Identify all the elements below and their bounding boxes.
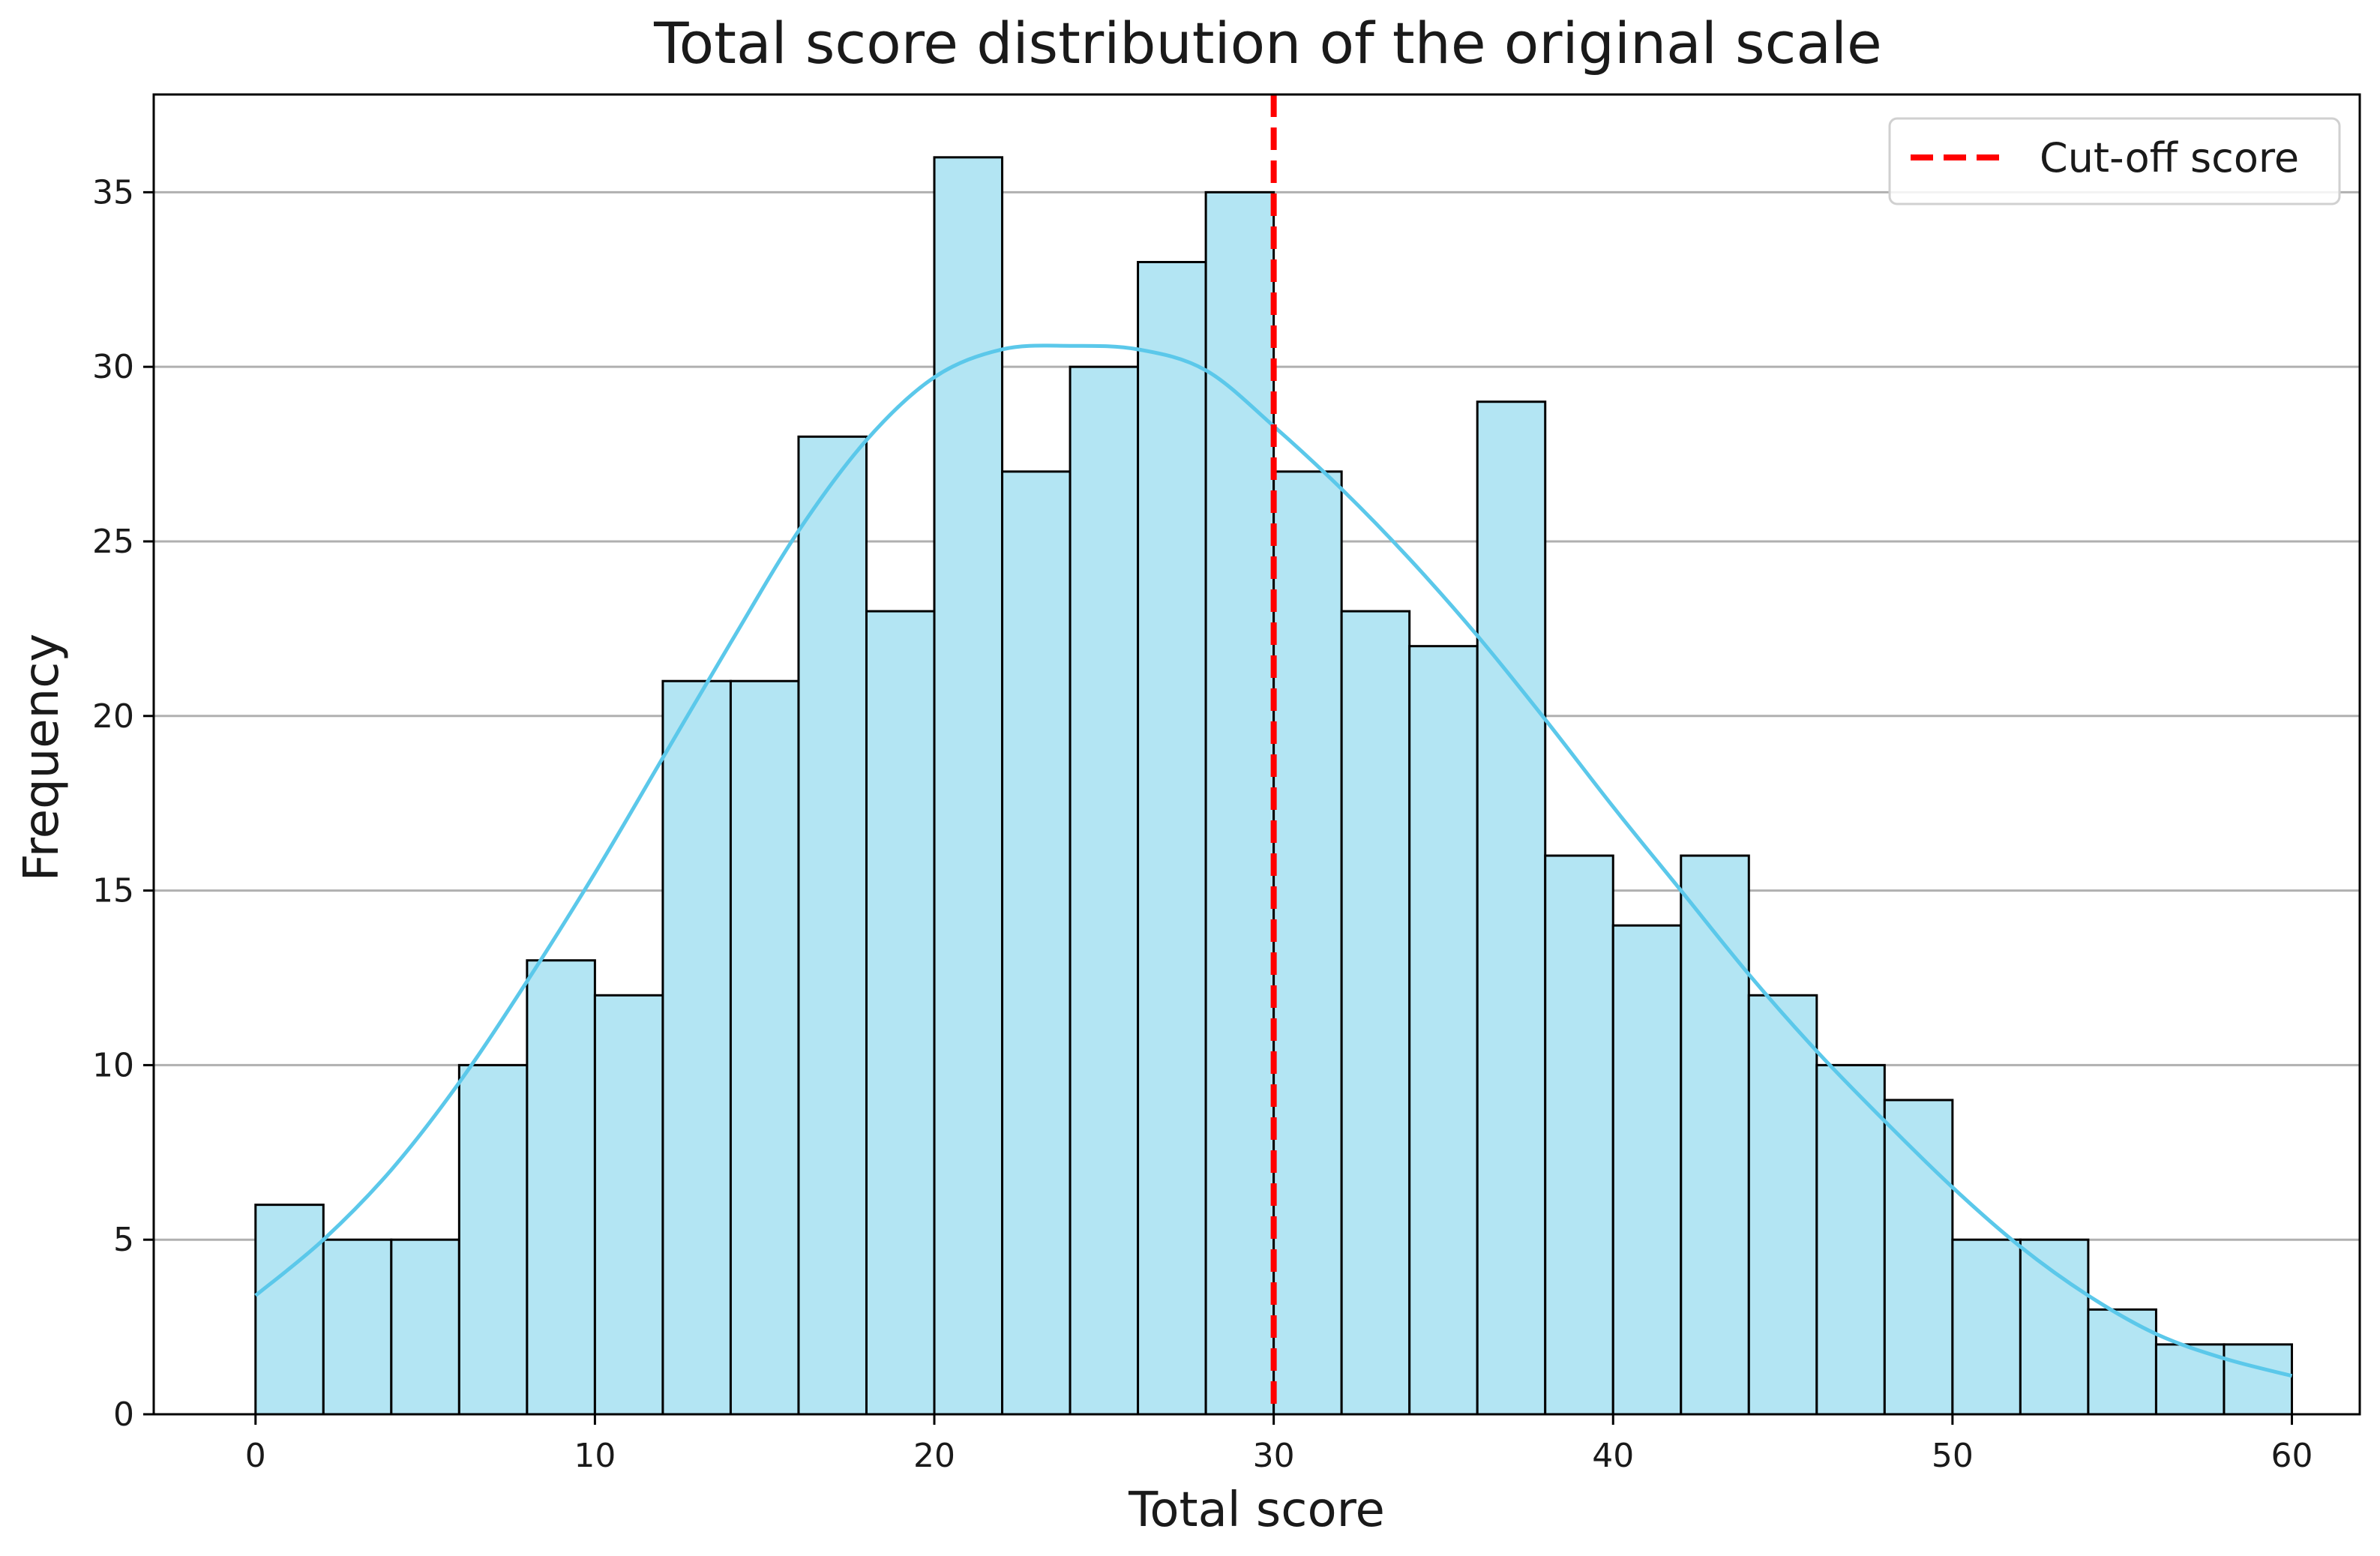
y-axis-label: Frequency <box>14 634 70 882</box>
histogram-bar <box>1815 1063 1886 1416</box>
histogram-bar <box>1611 924 1683 1416</box>
y-tick-label: 30 <box>92 348 134 386</box>
histogram-bar <box>1883 1099 1954 1416</box>
y-tick-label: 10 <box>92 1046 134 1084</box>
x-axis-label: Total score <box>1128 1483 1385 1538</box>
histogram-bar <box>1747 994 1818 1416</box>
histogram-bar <box>457 1063 529 1416</box>
legend-label-cutoff: Cut-off score <box>2040 134 2299 181</box>
histogram-bar <box>1001 470 1072 1416</box>
histogram-bar <box>1408 645 1479 1416</box>
histogram-bar <box>593 994 664 1416</box>
histogram-bar <box>322 1238 393 1416</box>
histogram-bar <box>390 1238 460 1416</box>
x-tick-label: 20 <box>913 1437 955 1475</box>
histogram-bar <box>1951 1238 2022 1416</box>
legend: Cut-off score <box>1888 117 2341 205</box>
x-tick-label: 40 <box>1592 1437 1634 1475</box>
histogram-bar <box>1476 400 1547 1416</box>
histogram-bar <box>2087 1308 2157 1416</box>
x-axis-ticks: 0 10 20 30 40 50 60 <box>245 1414 2313 1475</box>
histogram-bar <box>1272 470 1343 1416</box>
plot-frame <box>152 93 2361 1416</box>
x-tick-label: 10 <box>574 1437 616 1475</box>
x-tick-label: 50 <box>1932 1437 1974 1475</box>
y-tick-label: 5 <box>113 1221 134 1259</box>
legend-box <box>1888 117 2341 205</box>
y-tick-label: 15 <box>92 872 134 910</box>
kde-curve <box>254 343 2293 1378</box>
chart-title: Total score distribution of the original… <box>653 10 1882 76</box>
x-tick-label: 0 <box>245 1437 266 1475</box>
y-tick-label: 25 <box>92 523 134 561</box>
histogram-bar <box>1340 610 1411 1416</box>
histogram-bar <box>865 610 936 1416</box>
histogram-bar <box>1544 854 1614 1416</box>
histogram-bar <box>1137 260 1207 1416</box>
histogram-bar <box>1680 854 1750 1416</box>
y-tick-label: 0 <box>113 1396 134 1434</box>
histogram-bar <box>729 679 800 1416</box>
histogram-bar <box>661 679 732 1416</box>
histogram-bar <box>526 959 596 1416</box>
kde-curve-group <box>254 343 2293 1378</box>
histogram-bar <box>254 1204 325 1416</box>
y-axis-ticks: 0 5 10 15 20 25 30 35 <box>92 173 154 1434</box>
histogram-bar <box>2019 1238 2090 1416</box>
x-tick-label: 30 <box>1253 1437 1295 1475</box>
histogram-bars <box>254 156 2293 1416</box>
histogram-bar <box>2223 1343 2293 1416</box>
y-tick-label: 20 <box>92 697 134 736</box>
histogram-bar <box>933 156 1004 1416</box>
histogram-bar <box>797 435 868 1416</box>
histogram-bar <box>1069 365 1140 1416</box>
x-tick-label: 60 <box>2271 1437 2313 1475</box>
y-tick-label: 35 <box>92 173 134 211</box>
